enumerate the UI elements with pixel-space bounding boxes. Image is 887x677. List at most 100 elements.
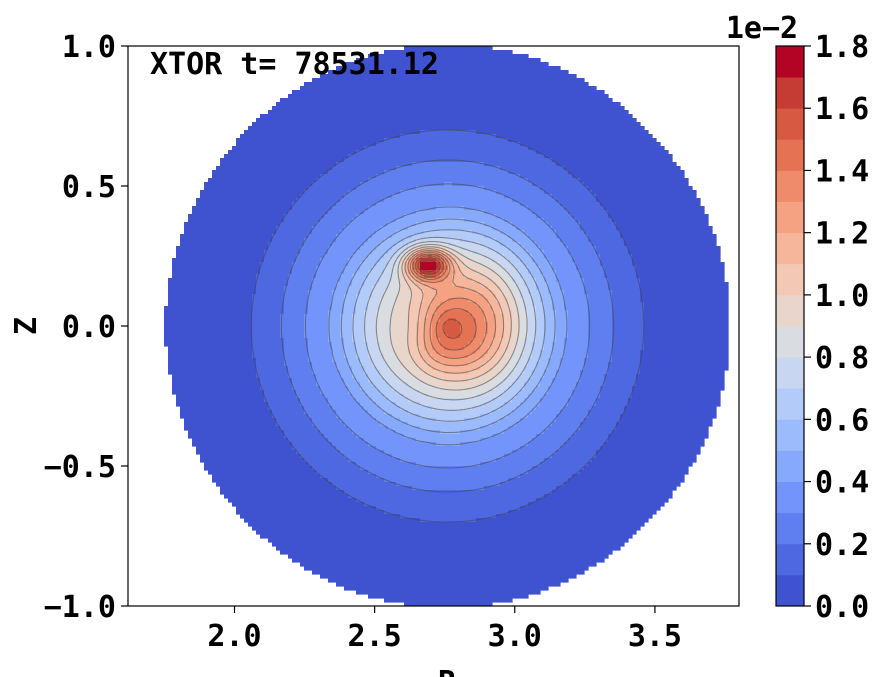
contour-fill-cell	[512, 326, 521, 331]
contour-fill-cell	[304, 566, 589, 571]
contour-fill-cell	[288, 274, 317, 279]
contour-fill-cell	[476, 322, 489, 327]
contour-fill-cell	[504, 294, 513, 299]
contour-fill-cell	[420, 366, 433, 371]
contour-fill-cell	[408, 310, 421, 315]
contour-fill-cell	[364, 146, 529, 151]
contour-fill-cell	[512, 350, 525, 355]
contour-fill-cell	[432, 322, 437, 327]
contour-fill-cell	[320, 262, 349, 267]
contour-fill-cell	[380, 242, 397, 247]
contour-fill-cell	[352, 314, 365, 319]
contour-fill-cell	[588, 234, 621, 239]
contour-fill-cell	[408, 274, 413, 279]
contour-fill-cell	[368, 410, 385, 415]
contour-fill-cell	[588, 186, 693, 191]
contour-fill-cell	[564, 346, 589, 351]
contour-fill-cell	[544, 314, 557, 319]
contour-fill-cell	[532, 210, 569, 215]
y-axis-label: Z	[9, 317, 44, 335]
contour-fill-cell	[292, 266, 317, 271]
contour-fill-cell	[528, 442, 565, 447]
contour-fill-cell	[312, 278, 341, 283]
contour-fill-cell	[364, 370, 381, 375]
contour-fill-cell	[328, 326, 341, 331]
contour-fill-cell	[188, 214, 285, 219]
contour-fill-cell	[468, 370, 489, 375]
contour-fill-cell	[256, 370, 289, 375]
contour-fill-cell	[528, 310, 537, 315]
contour-fill-cell	[544, 338, 557, 343]
contour-fill-cell	[516, 422, 553, 427]
contour-fill-cell	[640, 282, 729, 287]
contour-fill-cell	[476, 302, 489, 307]
contour-fill-cell	[496, 374, 509, 379]
contour-fill-cell	[516, 342, 525, 347]
contour-fill-cell	[436, 294, 485, 299]
contour-fill-cell	[504, 318, 513, 323]
contour-fill-cell	[628, 246, 721, 251]
contour-fill-cell	[540, 402, 569, 407]
contour-fill-cell	[368, 374, 381, 379]
contour-fill-cell	[608, 370, 641, 375]
contour-fill-cell	[316, 178, 369, 183]
contour-fill-cell	[396, 258, 401, 263]
contour-fill-cell	[536, 434, 573, 439]
contour-fill-cell	[504, 334, 513, 339]
contour-fill-cell	[548, 358, 561, 363]
contour-fill-cell	[512, 334, 521, 339]
contour-fill-cell	[308, 186, 357, 191]
contour-fill-cell	[284, 338, 309, 343]
contour-fill-cell	[596, 402, 629, 407]
contour-fill-cell	[416, 330, 425, 335]
contour-fill-cell	[448, 334, 461, 339]
contour-fill-cell	[304, 242, 333, 247]
contour-fill-cell	[388, 282, 401, 287]
contour-fill-cell	[228, 498, 357, 503]
contour-fill-cell	[476, 330, 489, 335]
contour-fill-cell	[512, 290, 521, 295]
contour-fill-cell	[516, 282, 525, 287]
contour-fill-cell	[472, 258, 493, 263]
contour-fill-cell	[232, 146, 365, 151]
contour-fill-cell	[424, 338, 433, 343]
contour-fill-cell	[392, 322, 409, 327]
colorbar-segment	[776, 388, 804, 420]
contour-fill-cell	[252, 298, 285, 303]
contour-fill-cell	[556, 374, 581, 379]
contour-fill-cell	[168, 298, 253, 303]
contour-line	[340, 218, 556, 434]
contour-fill-cell	[368, 346, 381, 351]
contour-fill-cell	[272, 414, 309, 419]
contour-fill-cell	[520, 174, 573, 179]
contour-fill-cell	[168, 290, 257, 295]
contour-fill-cell	[440, 262, 445, 267]
contour-fill-cell	[524, 246, 541, 251]
contour-fill-cell	[204, 462, 309, 467]
contour-fill-cell	[476, 518, 649, 523]
contour-fill-cell	[452, 282, 481, 287]
contour-fill-cell	[636, 266, 725, 271]
contour-fill-cell	[328, 322, 341, 327]
contour-fill-cell	[508, 478, 569, 483]
contour-fill-cell	[352, 374, 369, 379]
colorbar-segment	[776, 139, 804, 171]
contour-fill-cell	[396, 354, 413, 359]
contour-fill-cell	[208, 470, 317, 475]
colorbar: 0.00.20.40.60.81.01.21.41.61.8	[775, 30, 869, 625]
contour-fill-cell	[564, 442, 605, 447]
contour-fill-cell	[356, 310, 365, 315]
contour-fill-cell	[420, 266, 437, 271]
contour-fill-cell	[412, 298, 425, 303]
contour-fill-cell	[164, 342, 253, 347]
contour-fill-cell	[556, 370, 581, 375]
contour-fill-cell	[436, 326, 445, 331]
contour-fill-cell	[564, 306, 589, 311]
contour-fill-cell	[504, 454, 553, 459]
contour-fill-cell	[344, 422, 381, 427]
colorbar-segment	[776, 77, 804, 109]
contour-fill-cell	[168, 278, 257, 283]
contour-fill-cell	[552, 422, 581, 427]
contour-fill-cell	[420, 390, 489, 395]
contour-fill-cell	[484, 274, 501, 279]
